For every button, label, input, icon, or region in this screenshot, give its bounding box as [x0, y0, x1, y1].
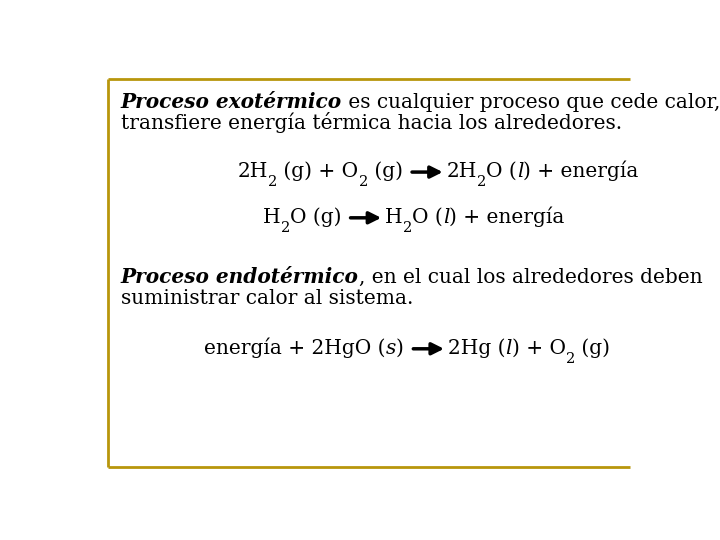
Text: ) + energía: ) + energía — [523, 160, 639, 181]
Text: ): ) — [396, 339, 410, 358]
Text: O (: O ( — [486, 162, 517, 181]
Text: H: H — [385, 208, 402, 227]
Text: ) + energía: ) + energía — [449, 206, 564, 227]
Text: O (: O ( — [412, 208, 443, 227]
Text: l: l — [505, 339, 512, 358]
Text: 2: 2 — [402, 221, 412, 235]
Text: s: s — [386, 339, 396, 358]
Text: 2: 2 — [359, 175, 368, 189]
Text: (g) + O: (g) + O — [277, 161, 359, 181]
Text: O (g): O (g) — [290, 207, 348, 227]
Text: 2Hg (: 2Hg ( — [448, 338, 505, 358]
Text: 2H: 2H — [446, 162, 477, 181]
Text: H: H — [263, 208, 281, 227]
Text: l: l — [443, 208, 449, 227]
Text: Proceso endotérmico: Proceso endotérmico — [121, 267, 359, 287]
Text: l: l — [517, 162, 523, 181]
Text: 2: 2 — [281, 221, 290, 235]
Text: energía + 2HgO (: energía + 2HgO ( — [204, 338, 386, 358]
Text: 2H: 2H — [238, 162, 269, 181]
Text: 2: 2 — [566, 352, 575, 366]
Text: ) + O: ) + O — [512, 339, 566, 358]
Text: es cualquier proceso que cede calor, es decir,: es cualquier proceso que cede calor, es … — [342, 93, 720, 112]
Text: 2: 2 — [269, 175, 277, 189]
Text: Proceso exotérmico: Proceso exotérmico — [121, 92, 342, 112]
Text: (g): (g) — [575, 338, 610, 358]
Text: suministrar calor al sistema.: suministrar calor al sistema. — [121, 289, 413, 308]
Text: 2: 2 — [477, 175, 486, 189]
Text: , en el cual los alrededores deben: , en el cual los alrededores deben — [359, 268, 702, 287]
Text: transfiere energía térmica hacia los alrededores.: transfiere energía térmica hacia los alr… — [121, 112, 622, 133]
Text: (g): (g) — [368, 161, 409, 181]
